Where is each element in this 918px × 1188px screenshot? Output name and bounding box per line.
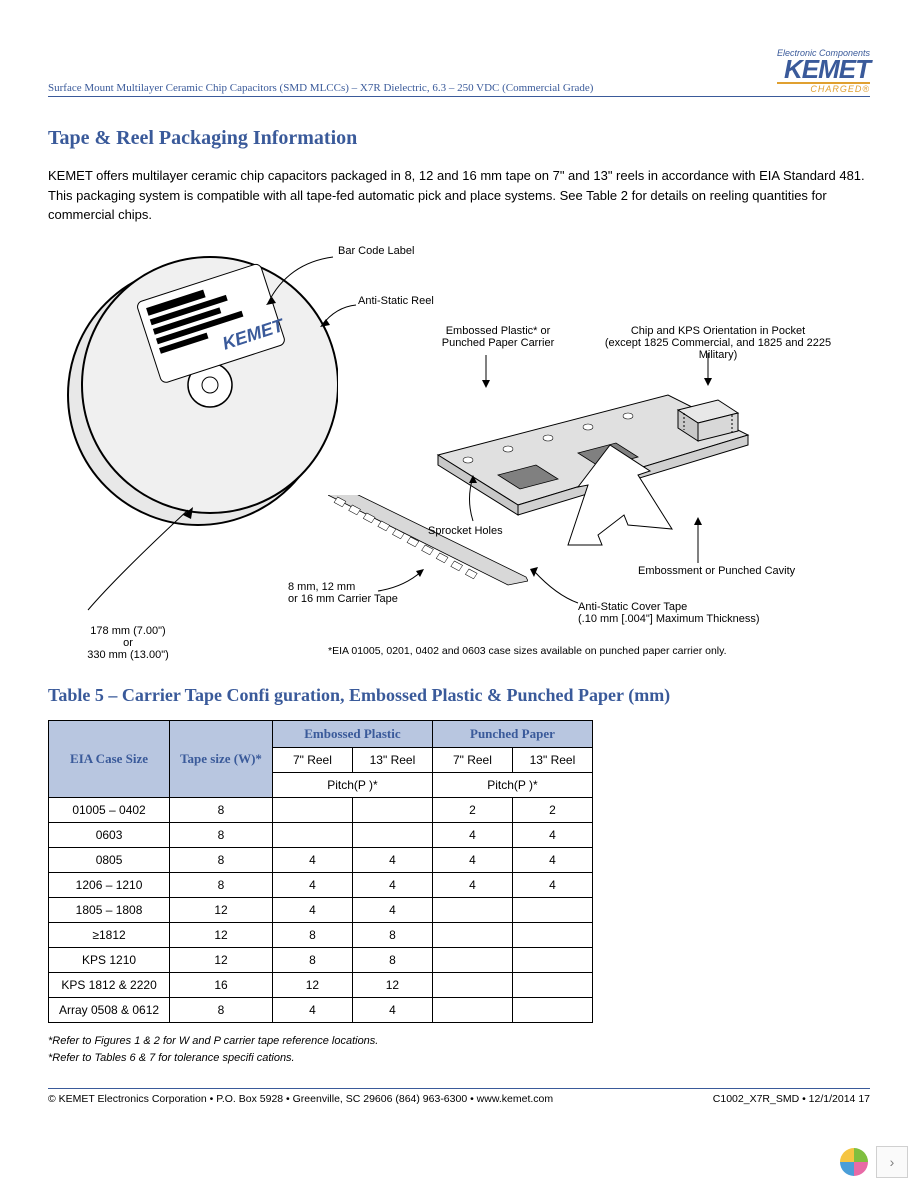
table5-title: Table 5 – Carrier Tape Confi guration, E… — [48, 685, 870, 706]
col-pun-pitch: Pitch(P )* — [432, 772, 592, 797]
col-case-size: EIA Case Size — [49, 720, 170, 797]
footer-right: C1002_X7R_SMD • 12/1/2014 17 — [713, 1093, 870, 1105]
col-pun-13: 13" Reel — [512, 747, 592, 772]
embossment-cavity-label: Embossment or Punched Cavity — [638, 565, 795, 577]
col-pun-7: 7" Reel — [432, 747, 512, 772]
embossed-carrier-label: Embossed Plastic* or Punched Paper Carri… — [428, 325, 568, 349]
table-row: Array 0508 & 0612844 — [49, 997, 593, 1022]
kemet-logo: Electronic Components KEMET CHARGED® — [777, 48, 870, 94]
page-header: Surface Mount Multilayer Ceramic Chip Ca… — [48, 48, 870, 97]
footnote2: *Refer to Tables 6 & 7 for tolerance spe… — [48, 1050, 870, 1068]
pager-logo-icon — [840, 1148, 868, 1176]
doc-title: Surface Mount Multilayer Ceramic Chip Ca… — [48, 82, 593, 94]
reel-dim-arrow — [58, 515, 238, 625]
col-emb-7: 7" Reel — [272, 747, 352, 772]
section-title: Tape & Reel Packaging Information — [48, 127, 870, 150]
col-emb-13: 13" Reel — [352, 747, 432, 772]
col-embossed: Embossed Plastic — [272, 720, 432, 747]
table-row: 1206 – 121084444 — [49, 872, 593, 897]
bar-code-label: Bar Code Label — [338, 245, 414, 257]
logo-main: KEMET — [777, 58, 870, 81]
col-tape-size: Tape size (W)* — [170, 720, 273, 797]
table-row: 1805 – 18081244 — [49, 897, 593, 922]
footer-left: © KEMET Electronics Corporation • P.O. B… — [48, 1093, 553, 1105]
logo-sub: CHARGED® — [777, 84, 870, 94]
table-row: 0603844 — [49, 822, 593, 847]
table5-footnotes: *Refer to Figures 1 & 2 for W and P carr… — [48, 1033, 870, 1068]
table-row: 01005 – 0402822 — [49, 797, 593, 822]
table-row: ≥18121288 — [49, 922, 593, 947]
pager: › — [840, 1146, 908, 1178]
col-punched: Punched Paper — [432, 720, 592, 747]
anti-static-reel-label: Anti-Static Reel — [358, 295, 434, 307]
packaging-diagram: KEMET 178 mm (7.00") or 330 mm (13.00") … — [48, 245, 868, 665]
footnote1: *Refer to Figures 1 & 2 for W and P carr… — [48, 1033, 870, 1051]
chip-orientation-label: Chip and KPS Orientation in Pocket (exce… — [588, 325, 848, 361]
next-page-button[interactable]: › — [876, 1146, 908, 1178]
page-footer: © KEMET Electronics Corporation • P.O. B… — [48, 1088, 870, 1105]
table-row: KPS 12101288 — [49, 947, 593, 972]
diagram-footnote: *EIA 01005, 0201, 0402 and 0603 case siz… — [328, 645, 727, 657]
section-paragraph: KEMET offers multilayer ceramic chip cap… — [48, 166, 870, 225]
reel-dimensions: 178 mm (7.00") or 330 mm (13.00") — [48, 625, 208, 661]
col-emb-pitch: Pitch(P )* — [272, 772, 432, 797]
table5: EIA Case Size Tape size (W)* Embossed Pl… — [48, 720, 593, 1023]
sprocket-holes-label: Sprocket Holes — [428, 525, 503, 537]
anti-static-cover-label: Anti-Static Cover Tape (.10 mm [.004"] M… — [578, 601, 760, 625]
table-row: KPS 1812 & 2220161212 — [49, 972, 593, 997]
table-row: 080584444 — [49, 847, 593, 872]
